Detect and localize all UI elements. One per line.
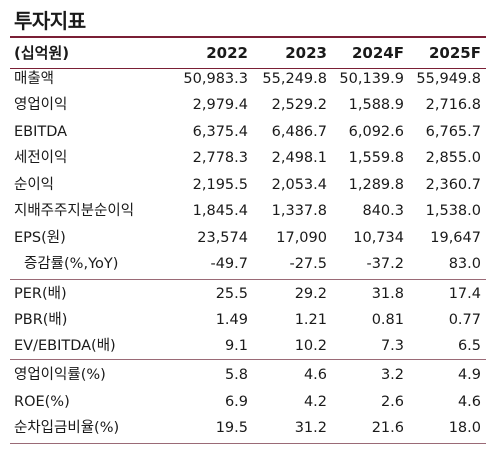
- row-label: 순차입금비율(%): [14, 420, 120, 436]
- cell-2022: 50,983.3: [183, 71, 248, 87]
- cell-2022: 2,778.3: [192, 150, 248, 166]
- cell-2025f: 6.5: [457, 338, 481, 354]
- table-row: ROE(%) 6.9 4.2 2.6 4.6: [0, 389, 494, 415]
- cell-2022: 19.5: [215, 420, 248, 436]
- cell-2023: 31.2: [294, 420, 327, 436]
- cell-2024f: 2.6: [380, 394, 404, 410]
- cell-2023: 10.2: [294, 338, 327, 354]
- row-label: 순이익: [14, 177, 55, 193]
- cell-2022: 9.1: [224, 338, 248, 354]
- section-divider: [10, 279, 486, 280]
- table-row: EPS(원) 23,574 17,090 10,734 19,647: [0, 225, 494, 251]
- col-header-2024f: 2024F: [352, 44, 404, 62]
- cell-2025f: 19,647: [430, 230, 481, 246]
- cell-2023: 55,249.8: [262, 71, 327, 87]
- cell-2024f: 7.3: [380, 338, 404, 354]
- cell-2025f: 2,716.8: [425, 97, 481, 113]
- cell-2023: 1.21: [294, 312, 327, 328]
- cell-2023: 17,090: [276, 230, 327, 246]
- table-row: 영업이익률(%) 5.8 4.6 3.2 4.9: [0, 362, 494, 388]
- table-row: 순이익 2,195.5 2,053.4 1,289.8 2,360.7: [0, 172, 494, 198]
- table-row: 순차입금비율(%) 19.5 31.2 21.6 18.0: [0, 415, 494, 441]
- table-row: EBITDA 6,375.4 6,486.7 6,092.6 6,765.7: [0, 119, 494, 145]
- cell-2025f: 17.4: [448, 286, 481, 302]
- row-label: 지배주주지분순이익: [14, 203, 135, 219]
- cell-2023: 2,529.2: [271, 97, 327, 113]
- row-label: 영업이익률(%): [14, 367, 106, 383]
- cell-2022: 23,574: [197, 230, 248, 246]
- cell-2024f: 50,139.9: [339, 71, 404, 87]
- table-row: PBR(배) 1.49 1.21 0.81 0.77: [0, 307, 494, 333]
- cell-2024f: 3.2: [380, 367, 404, 383]
- table-row: 지배주주지분순이익 1,845.4 1,337.8 840.3 1,538.0: [0, 198, 494, 224]
- cell-2024f: 840.3: [362, 203, 404, 219]
- top-rule: [10, 36, 486, 38]
- table-row: EV/EBITDA(배) 9.1 10.2 7.3 6.5: [0, 333, 494, 359]
- col-header-2022: 2022: [206, 44, 248, 62]
- cell-2025f: 55,949.8: [416, 71, 481, 87]
- cell-2022: 5.8: [224, 367, 248, 383]
- cell-2024f: 31.8: [371, 286, 404, 302]
- row-label: EPS(원): [14, 230, 66, 246]
- row-label: EV/EBITDA(배): [14, 338, 116, 354]
- cell-2023: 2,498.1: [271, 150, 327, 166]
- cell-2025f: 0.77: [448, 312, 481, 328]
- cell-2025f: 6,765.7: [425, 124, 481, 140]
- cell-2023: 2,053.4: [271, 177, 327, 193]
- cell-2022: 6.9: [224, 394, 248, 410]
- col-header-2023: 2023: [285, 44, 327, 62]
- cell-2024f: 1,289.8: [348, 177, 404, 193]
- cell-2023: 29.2: [294, 286, 327, 302]
- row-label: 영업이익: [14, 97, 68, 113]
- cell-2022: -49.7: [210, 256, 248, 272]
- cell-2024f: 21.6: [371, 420, 404, 436]
- cell-2024f: -37.2: [366, 256, 404, 272]
- cell-2022: 2,979.4: [192, 97, 248, 113]
- cell-2025f: 4.9: [457, 367, 481, 383]
- cell-2022: 25.5: [215, 286, 248, 302]
- row-label: PBR(배): [14, 312, 68, 328]
- cell-2023: 1,337.8: [271, 203, 327, 219]
- row-label: EBITDA: [14, 124, 68, 140]
- table-row: 매출액 50,983.3 55,249.8 50,139.9 55,949.8: [0, 66, 494, 92]
- header-rule: [10, 68, 486, 69]
- table-row: 증감률(%,YoY) -49.7 -27.5 -37.2 83.0: [0, 251, 494, 277]
- cell-2025f: 2,855.0: [425, 150, 481, 166]
- cell-2023: 4.2: [303, 394, 327, 410]
- row-label: 증감률(%,YoY): [24, 256, 119, 272]
- row-label: ROE(%): [14, 394, 70, 410]
- cell-2024f: 0.81: [371, 312, 404, 328]
- col-header-2025f: 2025F: [429, 44, 481, 62]
- section-divider: [10, 359, 486, 360]
- cell-2025f: 18.0: [448, 420, 481, 436]
- cell-2025f: 83.0: [448, 256, 481, 272]
- table-row: PER(배) 25.5 29.2 31.8 17.4: [0, 281, 494, 307]
- cell-2025f: 2,360.7: [425, 177, 481, 193]
- cell-2023: 6,486.7: [271, 124, 327, 140]
- row-label: PER(배): [14, 286, 67, 302]
- row-label: 매출액: [14, 71, 55, 87]
- cell-2022: 1,845.4: [192, 203, 248, 219]
- table-row: 영업이익 2,979.4 2,529.2 1,588.9 2,716.8: [0, 92, 494, 118]
- cell-2022: 2,195.5: [192, 177, 248, 193]
- cell-2023: 4.6: [303, 367, 327, 383]
- cell-2025f: 4.6: [457, 394, 481, 410]
- cell-2024f: 1,588.9: [348, 97, 404, 113]
- cell-2024f: 1,559.8: [348, 150, 404, 166]
- row-label: 세전이익: [14, 150, 68, 166]
- cell-2022: 6,375.4: [192, 124, 248, 140]
- cell-2024f: 10,734: [353, 230, 404, 246]
- table-header: (십억원) 2022 2023 2024F 2025F: [0, 40, 494, 66]
- cell-2023: -27.5: [289, 256, 327, 272]
- unit-label: (십억원): [14, 44, 70, 62]
- bottom-rule: [10, 443, 486, 444]
- table-row: 세전이익 2,778.3 2,498.1 1,559.8 2,855.0: [0, 145, 494, 171]
- cell-2024f: 6,092.6: [348, 124, 404, 140]
- cell-2022: 1.49: [215, 312, 248, 328]
- table-title: 투자지표: [14, 9, 86, 33]
- cell-2025f: 1,538.0: [425, 203, 481, 219]
